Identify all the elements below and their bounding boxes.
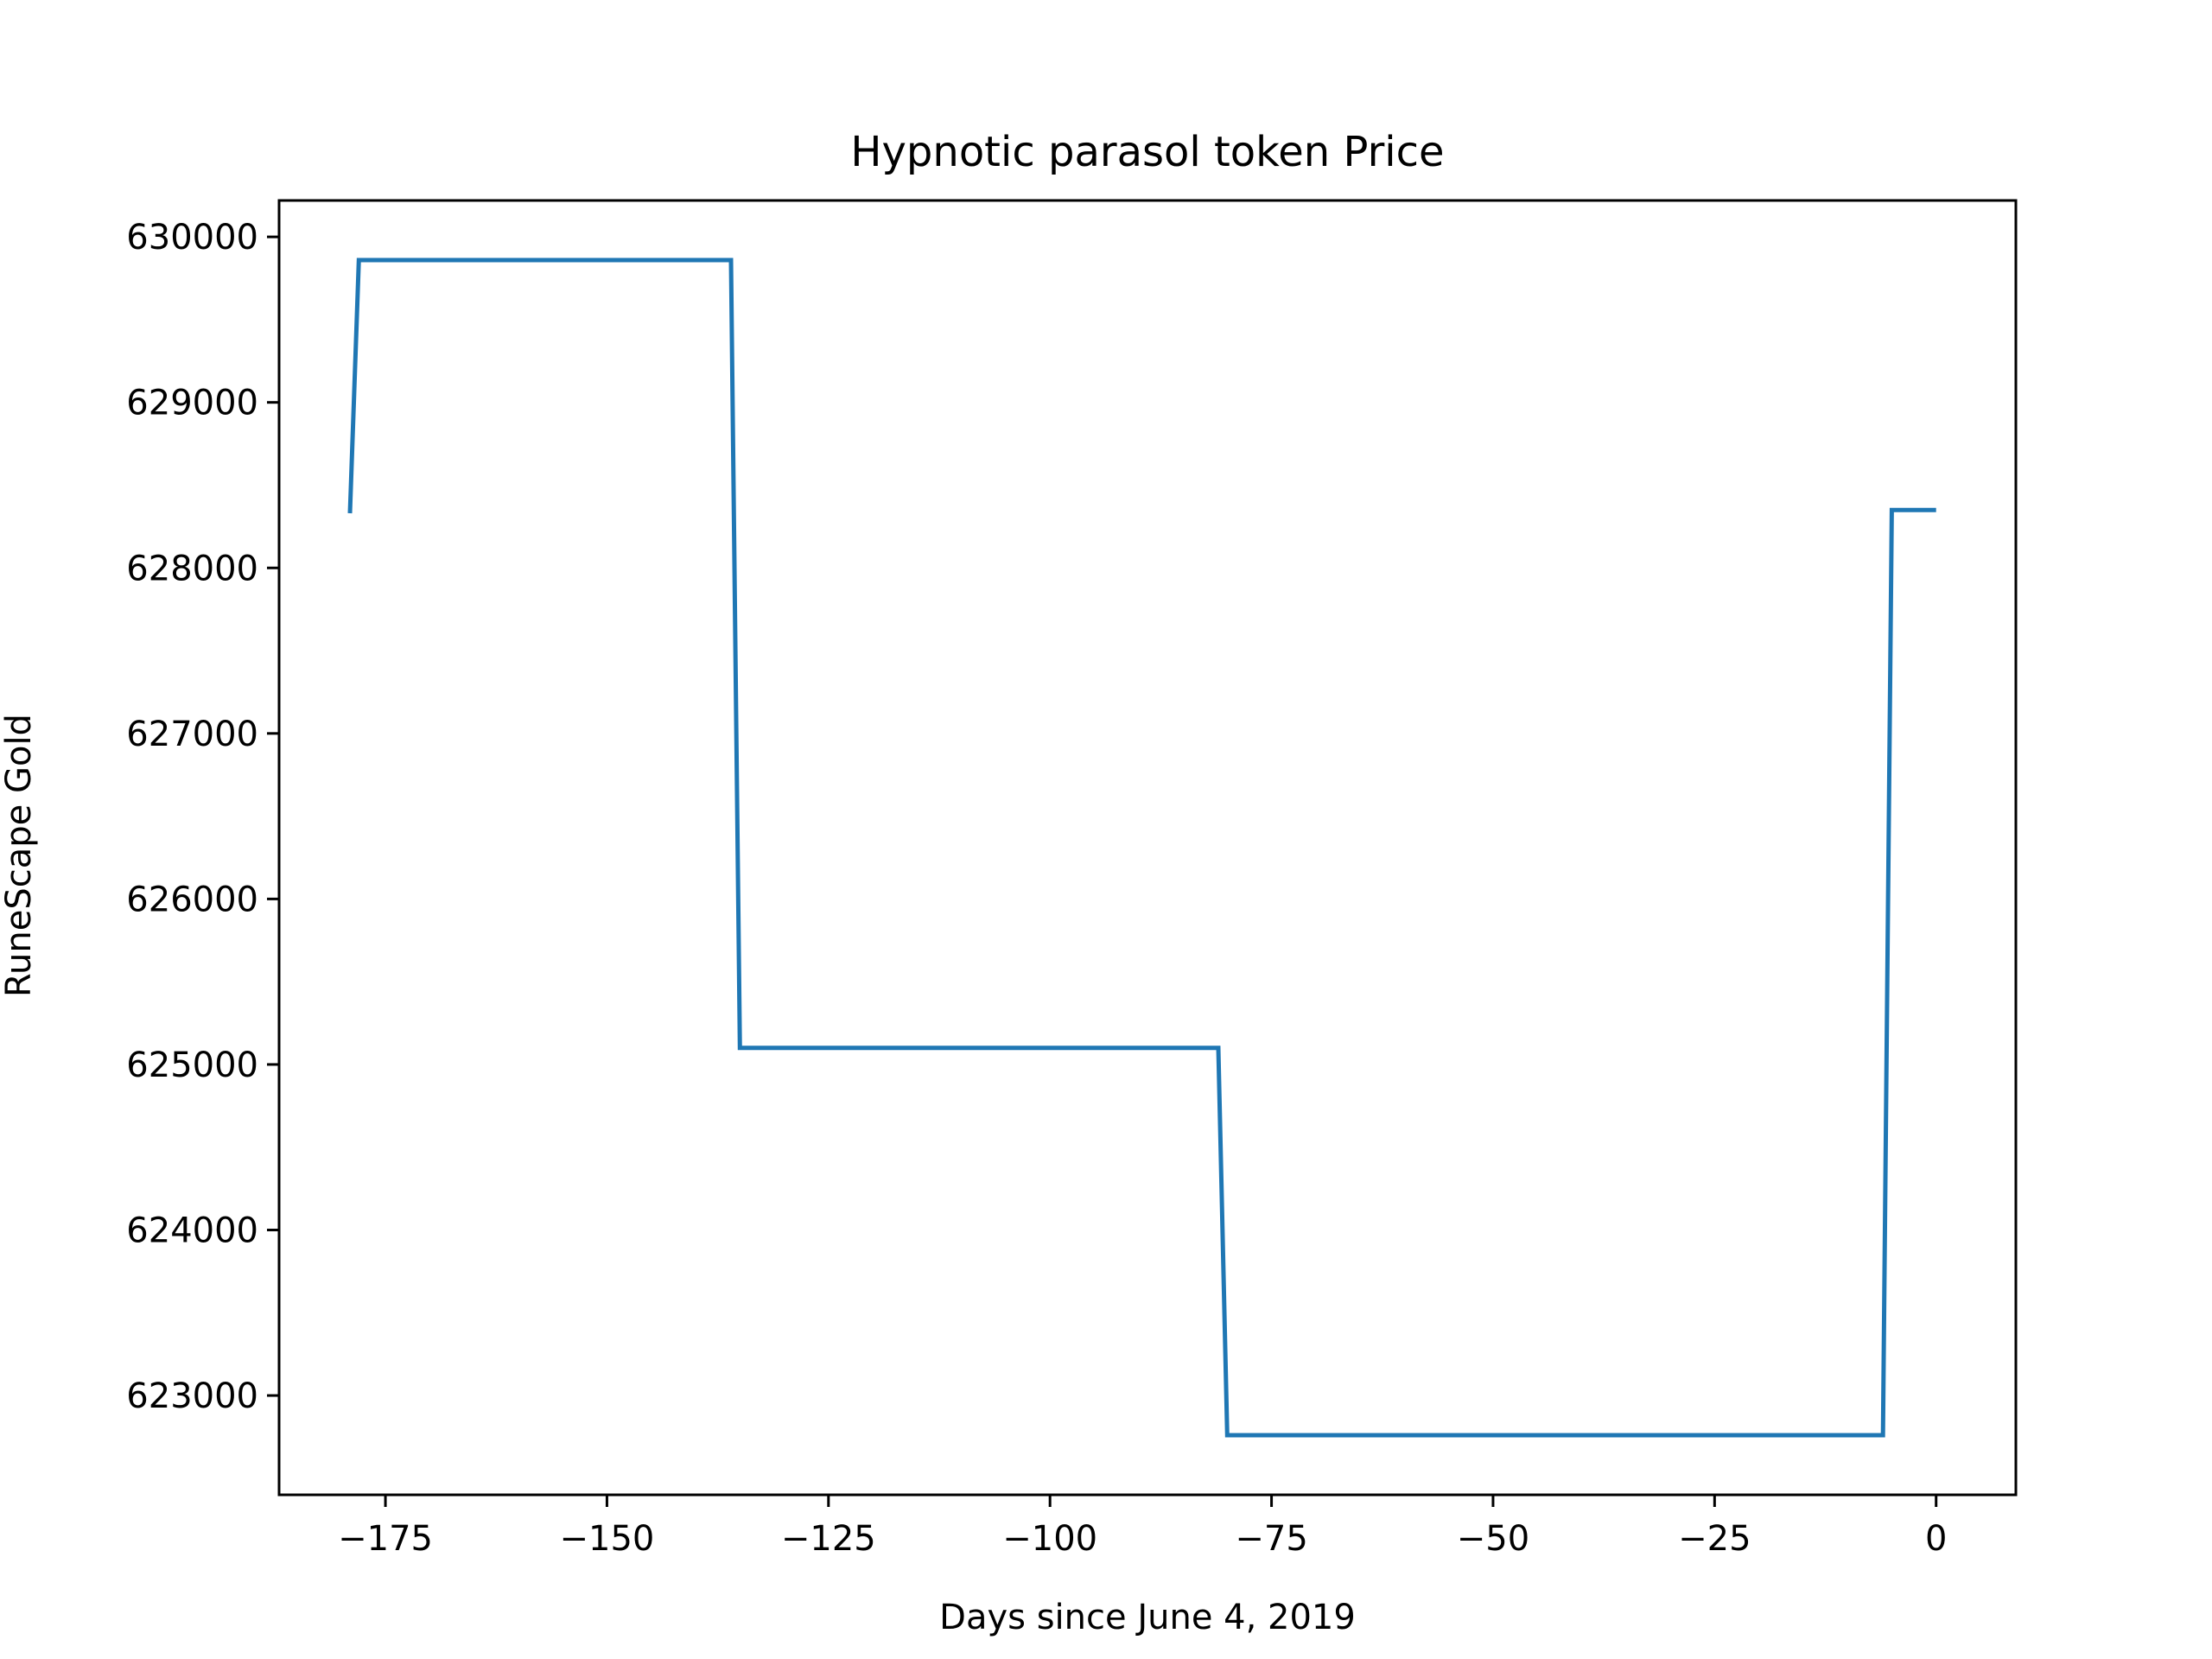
x-tick-label: −175 <box>338 1519 433 1559</box>
y-tick-label: 627000 <box>126 715 258 754</box>
y-axis-label: RuneScape Gold <box>0 714 39 997</box>
y-tick-label: 626000 <box>126 880 258 919</box>
y-tick-label: 624000 <box>126 1211 258 1251</box>
plot-area <box>277 199 2018 1497</box>
y-axis: 623000 624000 625000 626000 627000 628000 6290… <box>126 218 279 1416</box>
x-axis-label: Days since June 4, 2019 <box>939 1598 1356 1637</box>
x-tick-label: −100 <box>1002 1519 1097 1559</box>
y-tick-label: 629000 <box>126 384 258 423</box>
chart-title: Hypnotic parasol token Price <box>850 128 1444 176</box>
x-tick-label: −75 <box>1235 1519 1307 1559</box>
x-tick-label: −125 <box>781 1519 876 1559</box>
y-tick-label: 628000 <box>126 549 258 588</box>
y-tick-label: 625000 <box>126 1046 258 1085</box>
y-tick-label: 630000 <box>126 218 258 257</box>
x-tick-label: −25 <box>1678 1519 1751 1559</box>
x-tick-label: −50 <box>1457 1519 1529 1559</box>
x-axis: −175 −150 −125 −100 −75 −50 −25 0 <box>338 1495 1947 1559</box>
x-tick-label: 0 <box>1925 1519 1947 1559</box>
x-tick-label: −150 <box>560 1519 655 1559</box>
plot-frame <box>277 199 2018 1497</box>
series-line-0 <box>347 257 1936 1438</box>
plot-background <box>279 200 2016 1495</box>
y-tick-label: 623000 <box>126 1376 258 1416</box>
